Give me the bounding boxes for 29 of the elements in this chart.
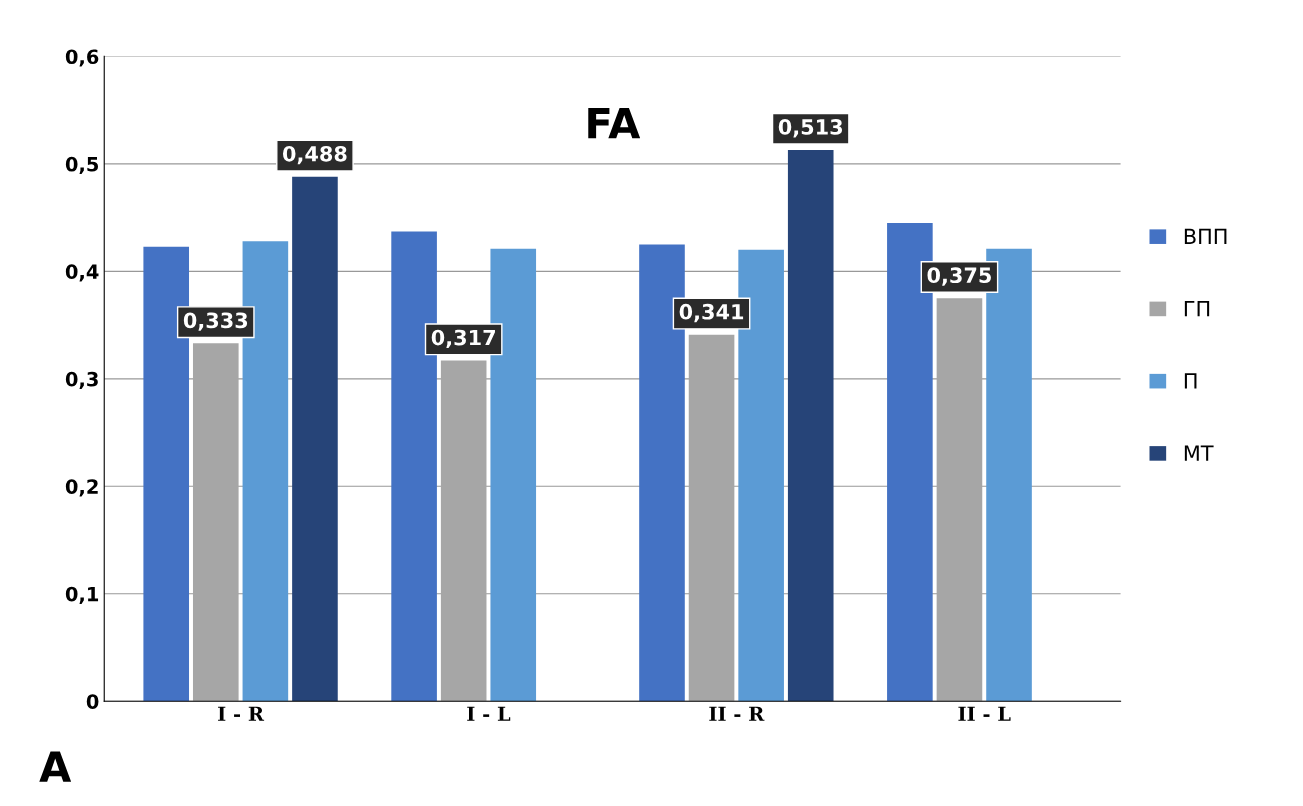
y-tick-label: 0,3: [65, 371, 98, 389]
bar: [292, 176, 338, 702]
bar: [440, 360, 487, 702]
x-tick-label: II - L: [958, 706, 1011, 721]
legend-label: ГП: [1184, 301, 1210, 317]
data-label: 0,341: [679, 303, 744, 323]
x-tick-label: I - R: [218, 706, 265, 721]
y-tick-label: 0,6: [65, 49, 99, 67]
text: FA: [588, 107, 641, 139]
text: A: [39, 751, 72, 782]
data-label: 0,317: [431, 329, 495, 349]
legend-label: МТ: [1184, 445, 1214, 461]
y-tick-label: 0,2: [65, 479, 98, 497]
bar: [936, 298, 983, 702]
bar: [787, 149, 834, 702]
x-tick-label: I - L: [467, 706, 511, 721]
data-label: 0,488: [282, 145, 347, 165]
data-label: 0,333: [183, 312, 248, 331]
legend-label: ВПП: [1184, 228, 1227, 244]
x-tick-label: II - R: [709, 706, 765, 721]
bar: [688, 334, 735, 702]
y-tick-label: 0,4: [65, 264, 99, 282]
y-tick-label: 0,1: [65, 586, 99, 604]
bar: [192, 343, 239, 702]
data-label: 0,513: [778, 119, 843, 138]
legend-label: П: [1184, 373, 1197, 389]
y-tick-label: 0: [86, 694, 99, 709]
y-tick-label: 0,5: [65, 156, 99, 175]
data-label: 0,375: [927, 267, 991, 286]
